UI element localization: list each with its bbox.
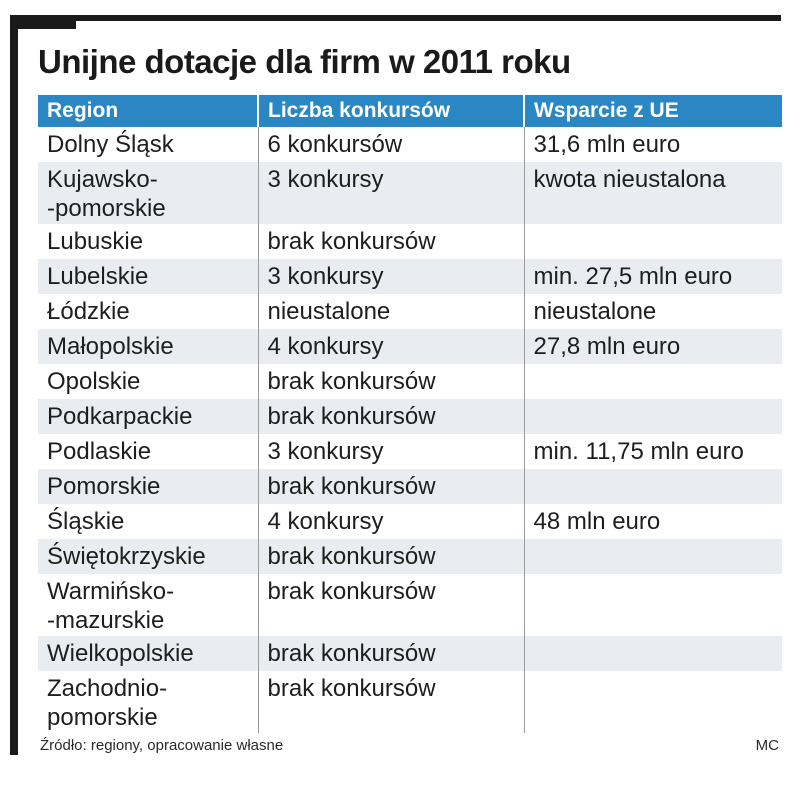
header-contests: Liczba konkursów [257, 95, 524, 127]
cell-support [523, 224, 782, 259]
region-name-line: Opolskie [47, 368, 141, 395]
author-initials: MC [755, 737, 779, 754]
cell-contests: brak konkursów [257, 364, 524, 399]
cell-support: 48 mln euro [523, 504, 782, 539]
cell-region: Zachodnio-pomorskie [38, 671, 258, 733]
region-name-line: Łódzkie [47, 298, 130, 325]
table-row: Śląskie 4 konkursy 48 mln euro [38, 504, 782, 539]
cell-region: Kujawsko- -pomorskie [38, 162, 258, 224]
data-table: Region Liczba konkursów Wsparcie z UE Do… [38, 95, 782, 733]
cell-contests: brak konkursów [257, 469, 524, 504]
region-name-line: Śląskie [47, 508, 125, 535]
region-name-line: Wielkopolskie [47, 640, 194, 667]
cell-contests: 4 konkursy [257, 329, 524, 364]
region-name-line: Warmińsko- [47, 578, 175, 605]
cell-region: Lubelskie [38, 259, 258, 294]
region-name-line: Kujawsko- [47, 166, 158, 193]
cell-region: Podlaskie [38, 434, 258, 469]
cell-support: min. 11,75 mln euro [523, 434, 782, 469]
header-support: Wsparcie z UE [523, 95, 782, 127]
region-name-line: Dolny Śląsk [47, 131, 174, 158]
cell-region: Małopolskie [38, 329, 258, 364]
cell-region: Pomorskie [38, 469, 258, 504]
cell-region: Śląskie [38, 504, 258, 539]
table-row: Podkarpackie brak konkursów [38, 399, 782, 434]
region-name-line: Lubuskie [47, 228, 144, 255]
cell-region: Opolskie [38, 364, 258, 399]
table-row: Świętokrzyskie brak konkursów [38, 539, 782, 574]
cell-support: min. 27,5 mln euro [523, 259, 782, 294]
table-row: Lubelskie 3 konkursy min. 27,5 mln euro [38, 259, 782, 294]
cell-contests: 3 konkursy [257, 434, 524, 469]
cell-contests: brak konkursów [257, 539, 524, 574]
table-row: Dolny Śląsk 6 konkursów 31,6 mln euro [38, 127, 782, 162]
source-note: Źródło: regiony, opracowanie własne [40, 737, 284, 754]
cell-region: Łódzkie [38, 294, 258, 329]
cell-support: nieustalone [523, 294, 782, 329]
cell-contests: 3 konkursy [257, 259, 524, 294]
cell-support [523, 574, 782, 636]
region-name-line: Podlaskie [47, 438, 152, 465]
cell-contests: brak konkursów [257, 636, 524, 671]
cell-support [523, 636, 782, 671]
table-row: Zachodnio-pomorskie brak konkursów [38, 671, 782, 733]
cell-support: 27,8 mln euro [523, 329, 782, 364]
cell-support [523, 399, 782, 434]
cell-contests: nieustalone [257, 294, 524, 329]
cell-support: 31,6 mln euro [523, 127, 782, 162]
cell-region: Wielkopolskie [38, 636, 258, 671]
table-row: Kujawsko- -pomorskie 3 konkursy kwota nieus… [38, 162, 782, 224]
cell-region: Warmińsko- -mazurskie [38, 574, 258, 636]
cell-region: Podkarpackie [38, 399, 258, 434]
table-body: Dolny Śląsk 6 konkursów 31,6 mln euro Kujaw… [38, 127, 782, 733]
table-row: Podlaskie 3 konkursy min. 11,75 mln euro [38, 434, 782, 469]
cell-support [523, 469, 782, 504]
header-region: Region [38, 95, 258, 127]
cell-contests: brak konkursów [257, 224, 524, 259]
region-name-line: Pomorskie [47, 473, 161, 500]
region-name-line: Świętokrzyskie [47, 543, 206, 570]
table-row: Małopolskie 4 konkursy 27,8 mln euro [38, 329, 782, 364]
cell-contests: 4 konkursy [257, 504, 524, 539]
chart-title: Unijne dotacje dla firm w 2011 roku [38, 43, 571, 80]
cell-contests: brak konkursów [257, 671, 524, 733]
table-row: Lubuskie brak konkursów [38, 224, 782, 259]
cell-contests: 3 konkursy [257, 162, 524, 224]
cell-region: Dolny Śląsk [38, 127, 258, 162]
region-name-line: Podkarpackie [47, 403, 193, 430]
cell-support [523, 364, 782, 399]
region-name-line: -pomorskie [47, 195, 166, 222]
table-row: Łódzkie nieustalone nieustalone [38, 294, 782, 329]
cell-region: Lubuskie [38, 224, 258, 259]
cell-support [523, 539, 782, 574]
cell-support: kwota nieustalona [523, 162, 782, 224]
table-row: Pomorskie brak konkursów [38, 469, 782, 504]
region-name-line: Małopolskie [47, 333, 174, 360]
frame-corner-tab [10, 15, 76, 29]
region-name-line: -mazurskie [47, 607, 165, 634]
table-row: Wielkopolskie brak konkursów [38, 636, 782, 671]
cell-region: Świętokrzyskie [38, 539, 258, 574]
region-name-line: Lubelskie [47, 263, 149, 290]
frame-top-rule [10, 15, 781, 21]
header-row: Region Liczba konkursów Wsparcie z UE [38, 95, 782, 127]
table-row: Warmińsko- -mazurskie brak konkursów [38, 574, 782, 636]
cell-contests: brak konkursów [257, 399, 524, 434]
cell-contests: 6 konkursów [257, 127, 524, 162]
table-row: Opolskie brak konkursów [38, 364, 782, 399]
region-name-line: Zachodnio- [47, 675, 168, 702]
cell-support [523, 671, 782, 733]
cell-contests: brak konkursów [257, 574, 524, 636]
frame-left-rule [10, 15, 18, 755]
region-name-line: pomorskie [47, 704, 158, 731]
